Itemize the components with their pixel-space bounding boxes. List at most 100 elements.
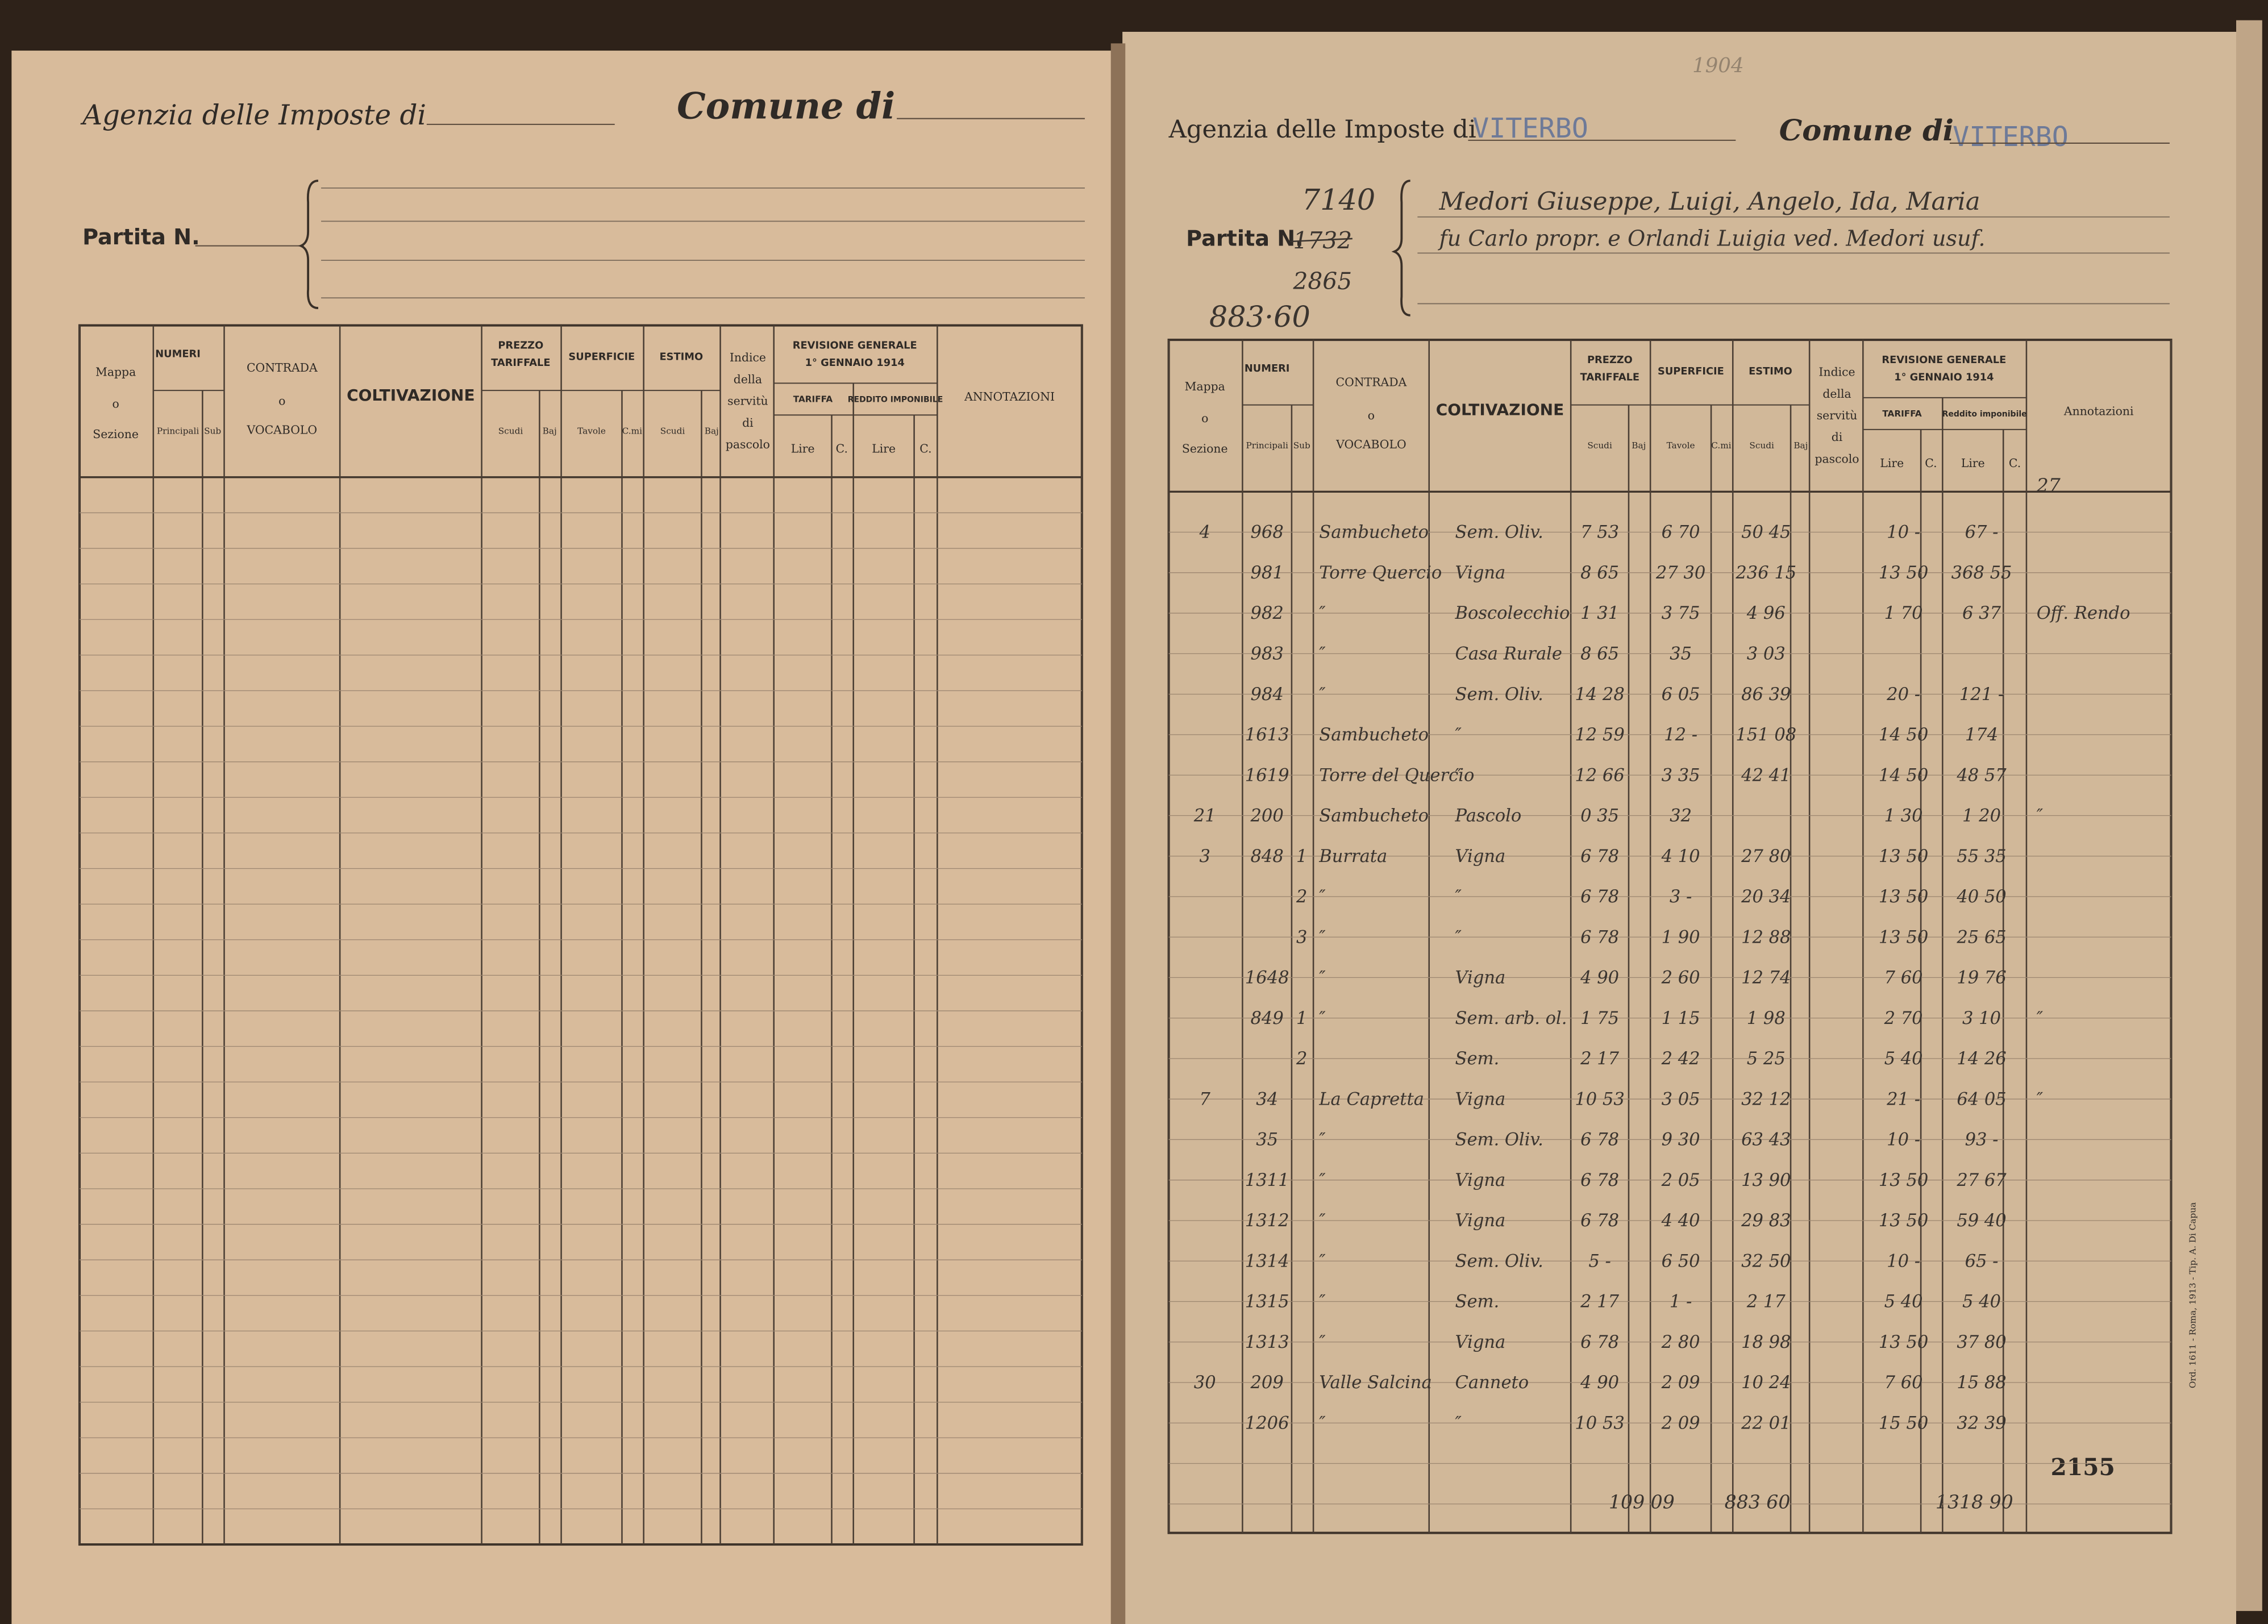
cell-estimo: 50 45 bbox=[1741, 523, 1791, 543]
owner-rules bbox=[321, 187, 1085, 299]
cell-contrada: ″ bbox=[1319, 603, 1326, 623]
column-header: di bbox=[742, 416, 754, 430]
cell-superficie: 2 42 bbox=[1661, 1049, 1700, 1069]
cell-estimo: 63 43 bbox=[1741, 1130, 1791, 1150]
cell-tariffa: 13 50 bbox=[1879, 887, 1928, 907]
owner-line: Medori Giuseppe, Luigi, Angelo, Ida, Mar… bbox=[1439, 188, 1980, 216]
spine bbox=[1110, 43, 1126, 1624]
column-header: C.mi bbox=[622, 426, 642, 436]
column-header: TARIFFALE bbox=[1580, 371, 1639, 383]
column-header: Indice bbox=[1818, 365, 1855, 379]
cell-num: 1648 bbox=[1245, 968, 1289, 988]
column-header: SUPERFICIE bbox=[568, 351, 635, 363]
cell-tariffa: 5 40 bbox=[1884, 1292, 1923, 1312]
column-header: Scudi bbox=[660, 426, 685, 436]
column-header: Mappa bbox=[95, 365, 136, 379]
cell-coltivazione: Sem. Oliv. bbox=[1455, 685, 1543, 705]
cell-estimo: 3 03 bbox=[1747, 644, 1786, 664]
cell-coltivazione: Casa Rurale bbox=[1455, 644, 1562, 664]
cell-prezzo: 5 - bbox=[1588, 1251, 1611, 1271]
column-header: C. bbox=[836, 442, 848, 456]
cell-coltivazione: Vigna bbox=[1455, 563, 1506, 583]
column-header: o bbox=[112, 397, 119, 411]
cell-contrada: Valle Salcina bbox=[1319, 1373, 1431, 1393]
cell-superficie: 3 35 bbox=[1662, 765, 1700, 785]
column-header: Baj bbox=[705, 426, 719, 436]
cell-tariffa: 1 70 bbox=[1884, 603, 1923, 623]
partita-label: Partita N. bbox=[1186, 227, 1304, 252]
cell-sez: 7 bbox=[1199, 1089, 1210, 1109]
column-header: Sezione bbox=[93, 427, 139, 441]
cell-superficie: 3 - bbox=[1670, 887, 1692, 907]
column-header: REVISIONE GENERALE bbox=[1882, 354, 2006, 366]
total-estimo: 883 60 bbox=[1725, 1490, 1791, 1513]
column-header: Scudi bbox=[1587, 440, 1612, 451]
cell-reddito: 64 05 bbox=[1957, 1089, 2006, 1109]
column-header: pascolo bbox=[1815, 452, 1859, 465]
cell-sez: 3 bbox=[1199, 847, 1210, 867]
cell-estimo: 32 50 bbox=[1741, 1251, 1791, 1271]
cell-superficie: 3 75 bbox=[1662, 603, 1700, 623]
cell-prezzo: 10 53 bbox=[1575, 1089, 1624, 1109]
column-header: SUPERFICIE bbox=[1658, 365, 1724, 377]
partita-label: Partita N. bbox=[82, 225, 200, 250]
cell-tariffa: 13 50 bbox=[1879, 1211, 1928, 1231]
column-header: C.mi bbox=[1711, 440, 1731, 451]
cell-reddito: 19 76 bbox=[1957, 968, 2006, 988]
cell-contrada: ″ bbox=[1319, 927, 1326, 947]
cell-estimo: 12 74 bbox=[1741, 968, 1791, 988]
cell-tariffa: 15 50 bbox=[1879, 1413, 1928, 1433]
cell-tariffa: 14 50 bbox=[1879, 725, 1928, 745]
cell-superficie: 3 05 bbox=[1662, 1089, 1700, 1109]
stamp-year: 1904 bbox=[1692, 54, 1744, 77]
column-header: Baj bbox=[1793, 440, 1808, 451]
column-header: pascolo bbox=[726, 438, 770, 451]
cell-prezzo: 6 78 bbox=[1580, 887, 1619, 907]
column-header: Lire bbox=[872, 442, 896, 456]
cell-tariffa: 13 50 bbox=[1879, 847, 1928, 867]
column-header: TARIFFALE bbox=[491, 357, 550, 369]
cell-prezzo: 12 66 bbox=[1575, 765, 1624, 785]
column-header: COLTIVAZIONE bbox=[1436, 400, 1564, 419]
cell-prezzo: 6 78 bbox=[1580, 1211, 1619, 1231]
cell-reddito: 48 57 bbox=[1956, 765, 2007, 785]
cell-num: 983 bbox=[1251, 644, 1284, 664]
cell-contrada: ″ bbox=[1319, 887, 1326, 907]
cell-prezzo: 6 78 bbox=[1580, 927, 1619, 947]
column-header: Sub bbox=[204, 426, 221, 436]
cell-reddito: 40 50 bbox=[1956, 887, 2006, 907]
strike bbox=[1290, 238, 1353, 243]
cell-estimo: 13 90 bbox=[1741, 1171, 1791, 1190]
cell-superficie: 6 05 bbox=[1662, 685, 1700, 705]
cell-estimo: 27 80 bbox=[1741, 847, 1791, 867]
column-header: Reddito imponibile bbox=[1942, 410, 2027, 419]
owner-rules bbox=[1417, 216, 2170, 305]
agency-stamp: VITERBO bbox=[1472, 113, 1588, 144]
column-header: PREZZO bbox=[1587, 354, 1633, 366]
cell-superficie: 12 - bbox=[1664, 725, 1697, 745]
cell-reddito: 32 39 bbox=[1957, 1413, 2006, 1433]
cell-contrada: La Capretta bbox=[1318, 1089, 1424, 1109]
total-reddito: 1318 90 bbox=[1936, 1490, 2013, 1513]
cell-num: 200 bbox=[1250, 806, 1284, 826]
cell-num: 209 bbox=[1250, 1373, 1284, 1393]
column-header: di bbox=[1832, 430, 1843, 444]
cell-reddito: 174 bbox=[1965, 725, 1998, 745]
printer-note: Ord. 1611 - Roma, 1913 - Tip. A. Di Capu… bbox=[2188, 1202, 2198, 1388]
column-header: VOCABOLO bbox=[247, 423, 318, 436]
cell-tariffa: 20 - bbox=[1886, 685, 1920, 705]
cell-reddito: 27 67 bbox=[1956, 1171, 2007, 1190]
comune-label: Comune di bbox=[1779, 114, 1954, 148]
form-number: 2155 bbox=[2051, 1454, 2115, 1481]
owner-line: fu Carlo propr. e Orlandi Luigia ved. Me… bbox=[1438, 227, 1986, 252]
cell-reddito: 368 55 bbox=[1951, 563, 2012, 583]
cell-num: 34 bbox=[1256, 1089, 1278, 1109]
cell-estimo: 236 15 bbox=[1735, 563, 1796, 583]
column-header: Tavole bbox=[1667, 440, 1695, 451]
cell-num: 1311 bbox=[1245, 1171, 1289, 1190]
cell-contrada: ″ bbox=[1319, 1292, 1326, 1312]
cell-reddito: 59 40 bbox=[1957, 1211, 2006, 1231]
cell-sub: 2 bbox=[1296, 887, 1307, 907]
cell-coltivazione: ″ bbox=[1455, 1413, 1462, 1433]
cell-estimo: 32 12 bbox=[1741, 1089, 1791, 1109]
